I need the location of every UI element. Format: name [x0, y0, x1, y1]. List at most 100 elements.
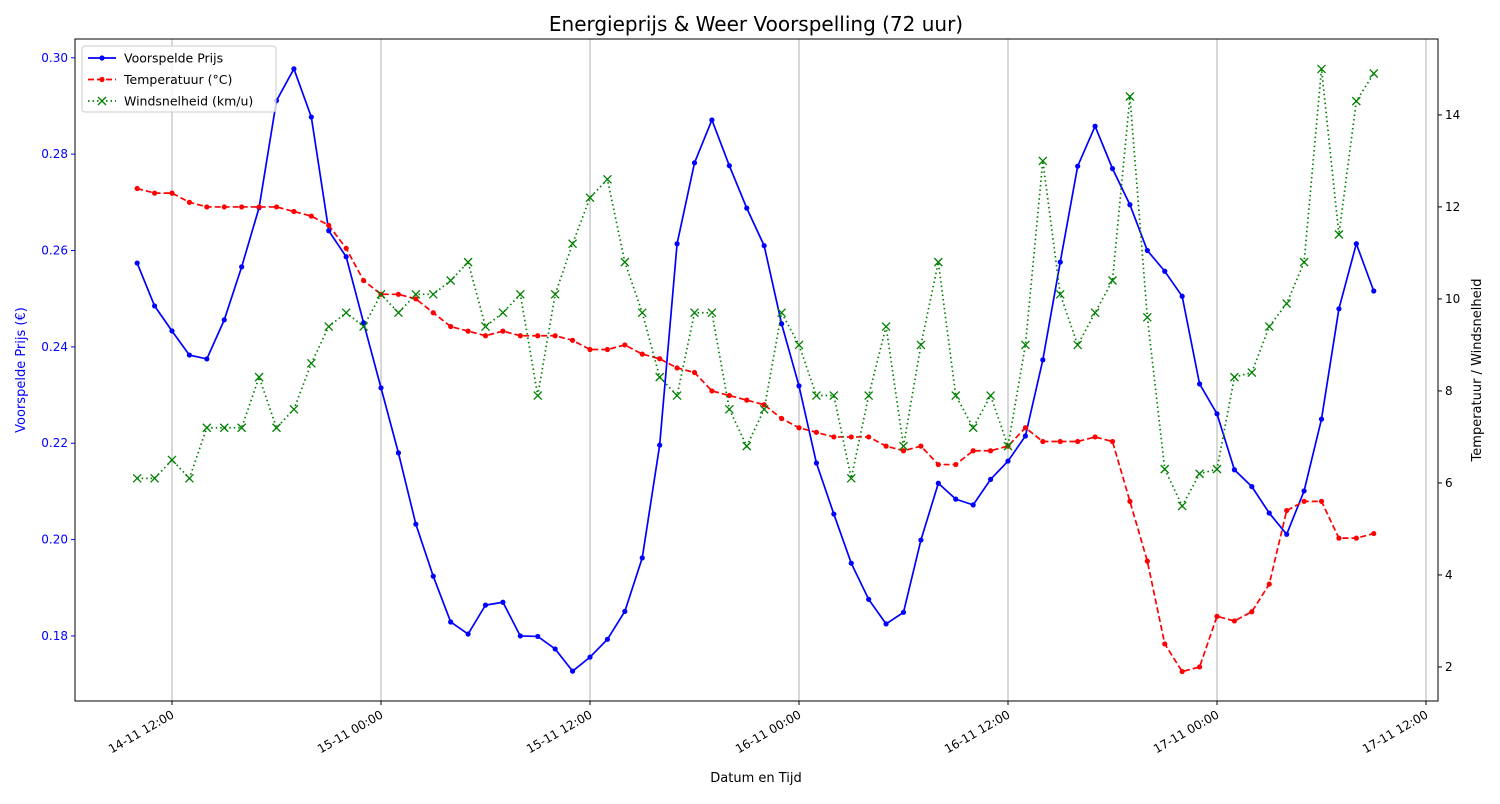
data-point	[777, 308, 787, 318]
data-point	[1212, 464, 1222, 474]
data-point	[674, 365, 680, 371]
y-axis-left-label: Voorspelde Prijs (€)	[14, 307, 29, 433]
data-point	[204, 204, 210, 210]
data-point	[691, 160, 698, 166]
data-point	[395, 291, 402, 297]
data-point	[151, 303, 158, 309]
data-point	[256, 204, 262, 210]
data-point	[515, 289, 525, 299]
y-right-tick-label: 10	[1445, 292, 1460, 306]
chart-title: Energieprijs & Weer Voorspelling (72 uur…	[549, 12, 963, 36]
data-point	[986, 391, 996, 400]
data-point	[1336, 535, 1342, 541]
data-point	[535, 633, 541, 640]
data-point	[674, 241, 680, 247]
data-point	[1040, 438, 1046, 445]
data-point	[272, 423, 281, 433]
y-left-tick-label: 0.22	[41, 436, 68, 450]
data-point	[134, 260, 140, 266]
data-point	[1266, 581, 1272, 587]
series-line	[137, 68, 1375, 508]
data-point	[1264, 322, 1274, 331]
data-point	[709, 117, 715, 123]
data-point	[289, 404, 299, 414]
data-point	[1247, 368, 1257, 377]
data-point	[953, 496, 959, 502]
x-tick-label: 15-11 12:00	[524, 707, 594, 756]
data-point	[186, 199, 193, 205]
data-point	[167, 455, 177, 465]
data-point	[498, 308, 508, 318]
data-point	[202, 423, 212, 433]
data-point	[1301, 498, 1307, 504]
data-point	[517, 633, 523, 639]
data-point	[1075, 438, 1081, 445]
data-point	[1284, 531, 1290, 537]
data-point	[430, 573, 436, 579]
y-left-tick-label: 0.24	[41, 340, 68, 354]
data-point	[864, 391, 874, 400]
data-point	[1142, 312, 1152, 322]
data-point	[987, 476, 994, 482]
data-point	[465, 631, 471, 637]
data-point	[587, 654, 593, 660]
data-point	[987, 448, 994, 454]
data-point	[813, 429, 820, 435]
data-point	[1160, 464, 1170, 474]
data-point	[1055, 289, 1065, 299]
x-tick-label: 16-11 00:00	[733, 707, 803, 756]
series-1	[134, 185, 1377, 675]
y-left-tick-label: 0.20	[41, 533, 68, 547]
x-axis: 14-11 12:00 15-11 00:00 15-11 12:00 16-11 0…	[106, 701, 1431, 756]
data-point	[1092, 434, 1098, 440]
data-point	[796, 425, 802, 431]
data-point	[1369, 69, 1379, 78]
data-point	[221, 317, 227, 323]
data-point	[132, 473, 142, 483]
x-tick-label: 17-11 00:00	[1151, 707, 1221, 756]
data-point	[1038, 156, 1048, 166]
data-point	[204, 356, 210, 362]
data-point	[604, 346, 611, 353]
data-point	[1249, 609, 1255, 615]
legend-label: Windsnelheid (km/u)	[124, 94, 253, 109]
data-point	[881, 322, 891, 331]
data-point	[413, 521, 419, 527]
data-point	[1179, 293, 1185, 299]
data-point	[1299, 257, 1309, 267]
y-right-tick-label: 14	[1445, 108, 1460, 122]
x-tick-label: 17-11 12:00	[1360, 707, 1430, 756]
data-point	[569, 668, 576, 674]
legend-marker	[97, 96, 107, 106]
y-left-tick-label: 0.30	[41, 51, 68, 65]
data-point	[186, 352, 193, 358]
data-point	[953, 461, 959, 468]
data-point	[151, 190, 158, 196]
data-point	[1266, 510, 1272, 516]
y-axis-right: 2 4 6 8 10 12 14	[1438, 108, 1460, 674]
data-point	[900, 448, 907, 454]
data-point	[482, 602, 489, 608]
data-point	[1090, 308, 1100, 318]
data-point	[639, 555, 645, 561]
data-point	[970, 502, 976, 508]
legend-item: Windsnelheid (km/u)	[88, 94, 253, 109]
data-point	[900, 609, 907, 615]
data-point	[1057, 438, 1063, 445]
data-point	[568, 239, 578, 249]
data-point	[744, 205, 750, 211]
data-point	[657, 442, 663, 448]
data-point	[1075, 163, 1081, 169]
series-layer	[132, 64, 1379, 675]
data-point	[1318, 416, 1325, 422]
data-point	[899, 441, 908, 451]
data-point	[935, 480, 941, 486]
data-point	[273, 204, 280, 210]
data-point	[1301, 488, 1307, 494]
data-point	[1353, 535, 1359, 541]
data-point	[831, 434, 837, 440]
data-point	[935, 461, 941, 468]
y-left-tick-label: 0.28	[41, 147, 68, 161]
data-point	[707, 308, 717, 318]
data-point	[465, 328, 471, 334]
